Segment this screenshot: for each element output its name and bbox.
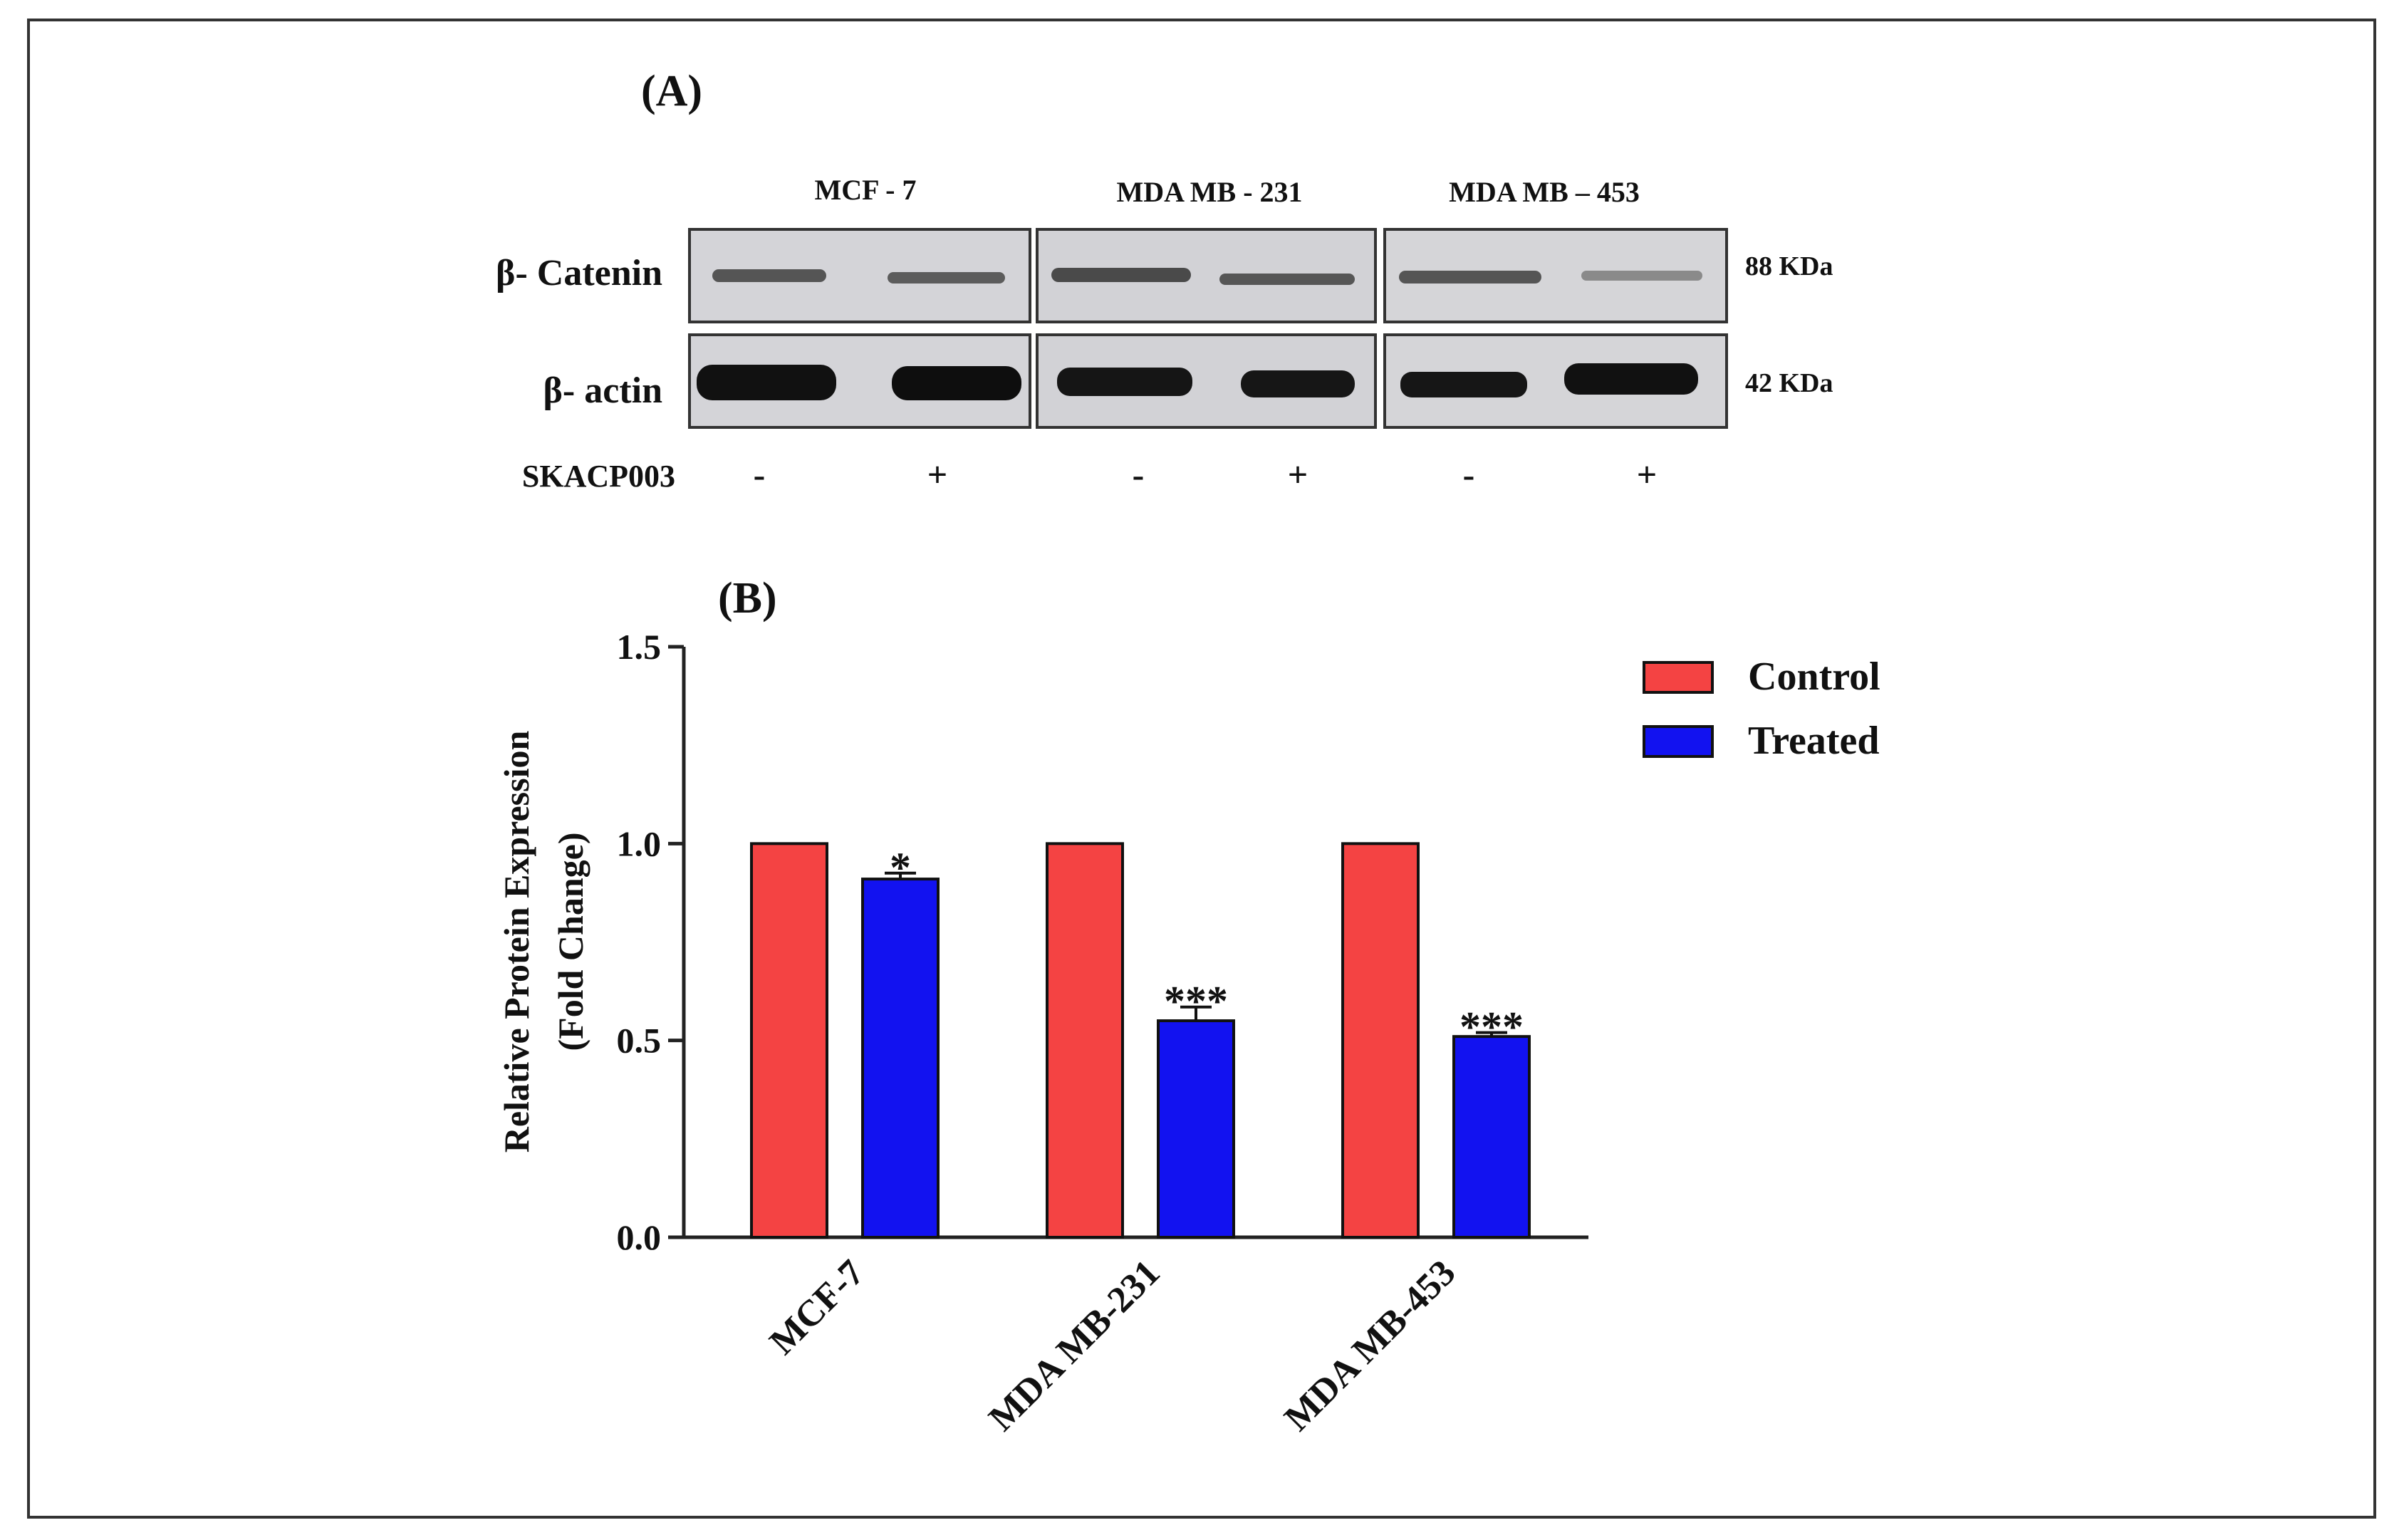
bar-treated xyxy=(1157,1019,1235,1239)
band-actin-mda231-treated xyxy=(1241,370,1355,397)
catenin-blot xyxy=(688,228,1728,323)
actin-blot xyxy=(688,333,1728,429)
y-tick-label: 0.5 xyxy=(617,1021,662,1061)
y-tick-label: 0.0 xyxy=(617,1217,662,1257)
x-tick-label: MDA MB-453 xyxy=(1277,1252,1464,1439)
treatment-sign: - xyxy=(1133,454,1145,494)
bar-treated xyxy=(1452,1035,1531,1239)
panel-a-label: (A) xyxy=(641,67,702,115)
band-catenin-mda231-treated xyxy=(1219,274,1355,285)
significance-marker: * xyxy=(890,844,911,891)
bar-treated xyxy=(861,878,940,1239)
bar-control xyxy=(1341,842,1420,1239)
y-tick-label: 1.0 xyxy=(617,823,662,863)
band-actin-mcf7-control xyxy=(697,365,836,400)
y-tick-label: 1.5 xyxy=(617,627,662,667)
band-catenin-mcf7-treated xyxy=(888,272,1005,283)
size-marker-actin: 42 KDa xyxy=(1745,368,1833,398)
band-actin-mda453-treated xyxy=(1564,363,1698,395)
significance-marker: *** xyxy=(1164,978,1228,1025)
band-catenin-mda453-control xyxy=(1399,271,1541,283)
legend-swatch-treated xyxy=(1643,725,1714,758)
band-actin-mda453-control xyxy=(1400,372,1527,397)
treatment-sign: - xyxy=(754,454,766,494)
band-actin-mda231-control xyxy=(1057,368,1192,396)
cell-line-label-mcf7: MCF - 7 xyxy=(815,174,917,206)
bar-control xyxy=(750,842,828,1239)
y-axis-label: Relative Protein Expression xyxy=(496,731,536,1153)
legend-label-treated: Treated xyxy=(1748,719,1880,763)
x-tick-label: MDA MB-231 xyxy=(982,1252,1168,1439)
bar-control xyxy=(1046,842,1124,1239)
x-tick-label: MCF-7 xyxy=(762,1252,873,1363)
treatment-label: SKACP003 xyxy=(522,459,675,494)
cell-line-label-mda453: MDA MB – 453 xyxy=(1449,176,1640,208)
band-catenin-mda231-control xyxy=(1051,268,1191,282)
treatment-sign: - xyxy=(1463,454,1475,494)
panel-b-label: (B) xyxy=(718,574,777,623)
western-blot-panel: (A) MCF - 7 MDA MB - 231 MDA MB – 453 β-… xyxy=(496,67,1833,494)
band-actin-mcf7-treated xyxy=(892,366,1021,400)
band-catenin-mcf7-control xyxy=(712,269,826,282)
significance-marker: *** xyxy=(1459,1004,1524,1051)
treatment-sign: + xyxy=(927,454,948,494)
treatment-sign: + xyxy=(1288,454,1308,494)
cell-line-label-mda231: MDA MB - 231 xyxy=(1116,176,1302,208)
row-label-beta-actin: β- actin xyxy=(543,370,663,411)
legend-label-control: Control xyxy=(1748,655,1880,699)
figure-frame xyxy=(27,19,2376,1519)
y-axis-label: (Fold Change) xyxy=(551,833,590,1051)
row-label-beta-catenin: β- Catenin xyxy=(496,253,662,293)
band-catenin-mda453-treated xyxy=(1581,271,1702,281)
size-marker-catenin: 88 KDa xyxy=(1745,251,1833,281)
legend-swatch-control xyxy=(1643,661,1714,694)
treatment-sign: + xyxy=(1637,454,1658,494)
